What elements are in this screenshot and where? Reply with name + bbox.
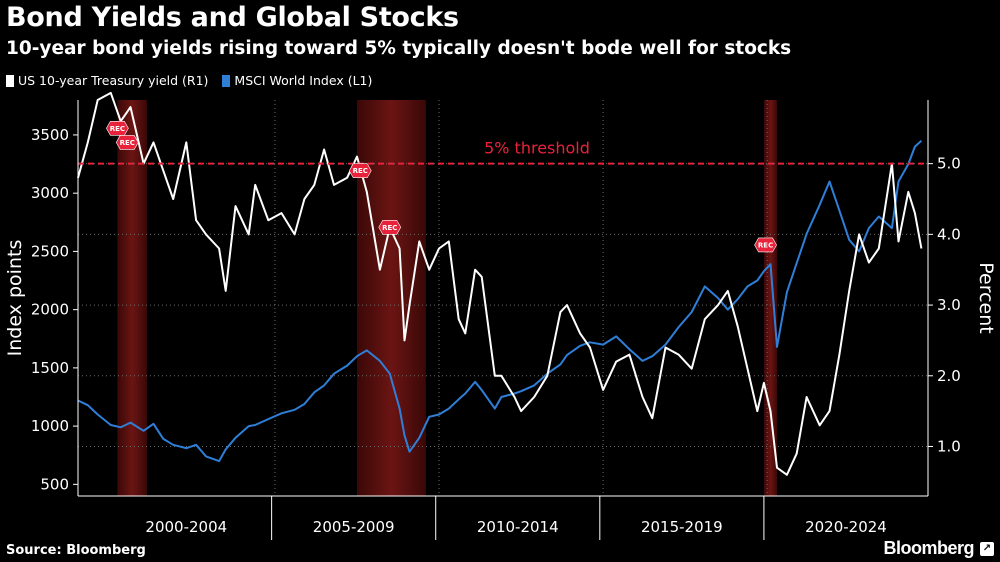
threshold: 5% threshold (78, 139, 928, 165)
legend-item-treasury: US 10-year Treasury yield (R1) (6, 73, 208, 88)
left-tick-label-6: 3500 (31, 126, 69, 144)
recession-markers: REC REC REC REC REC (106, 120, 777, 253)
chart-subtitle: 10-year bond yields rising toward 5% typ… (6, 38, 792, 59)
left-tick-label-1: 1000 (31, 417, 69, 435)
left-tick-label-5: 3000 (31, 184, 69, 202)
recession-marker-shape (754, 237, 777, 253)
right-axis-title: Percent (975, 262, 997, 334)
recession-marker-0: REC (106, 120, 129, 136)
left-tick-label-0: 500 (40, 475, 69, 493)
legend-swatch-msci (222, 74, 231, 87)
x-tick-label-2: 2010-2014 (477, 518, 559, 536)
x-tick-label-4: 2020-2024 (805, 518, 887, 536)
series-msci (77, 140, 923, 463)
right-tick-label-4: 5.0 (937, 155, 961, 173)
recession-marker-label: REC (353, 167, 368, 175)
recession-marker-label: REC (120, 139, 135, 147)
recession-marker-label: REC (758, 241, 773, 249)
recession-marker-label: REC (110, 125, 125, 133)
recession-marker-1: REC (115, 135, 139, 150)
recession-marker-2: REC (348, 163, 372, 179)
recession-band-2 (763, 100, 778, 496)
brand-logo: Bloomberg (883, 538, 974, 558)
x-tick-label-1: 2005-2009 (313, 518, 395, 536)
left-tick-label-2: 1500 (31, 359, 69, 377)
legend-label-msci: MSCI World Index (L1) (234, 73, 373, 88)
threshold-label: 5% threshold (484, 139, 590, 158)
left-tick-label-3: 2000 (31, 301, 69, 319)
recession-marker-shape (106, 120, 129, 136)
legend-item-msci: MSCI World Index (L1) (222, 73, 372, 88)
recession-marker-4: REC (754, 237, 777, 253)
grid (78, 100, 928, 496)
right-tick-label-0: 1.0 (937, 438, 961, 456)
left-axis-title: Index points (4, 240, 26, 357)
recession-marker-shape (378, 219, 402, 235)
x-tick-label-3: 2015-2019 (641, 518, 723, 536)
right-tick-label-1: 2.0 (937, 367, 961, 385)
msci-world-line (77, 140, 923, 463)
left-tick-label-4: 2500 (31, 242, 69, 260)
x-tick-label-0: 2000-2004 (145, 518, 227, 536)
recession-marker-shape (348, 163, 372, 179)
source-note: Source: Bloomberg (6, 543, 146, 558)
right-tick-label-2: 3.0 (937, 296, 961, 314)
recession-band-1 (356, 100, 426, 496)
right-tick-label-3: 4.0 (937, 225, 961, 243)
brand-badge-icon: ↗ (980, 542, 994, 556)
recession-bands (117, 100, 778, 496)
chart-title: Bond Yields and Global Stocks (6, 2, 459, 33)
legend-swatch-treasury (6, 74, 14, 87)
recession-marker-label: REC (382, 224, 397, 232)
axes: 500 1000 1500 2000 2500 3000 3500 1.0 2.0 3.0 4.0 5… (4, 100, 997, 540)
recession-marker-shape (115, 135, 139, 150)
legend-label-treasury: US 10-year Treasury yield (R1) (18, 73, 209, 88)
series-treasury (77, 91, 923, 476)
recession-marker-3: REC (378, 219, 402, 235)
treasury-yield-line (77, 91, 923, 476)
legend: US 10-year Treasury yield (R1) MSCI Worl… (6, 73, 372, 88)
